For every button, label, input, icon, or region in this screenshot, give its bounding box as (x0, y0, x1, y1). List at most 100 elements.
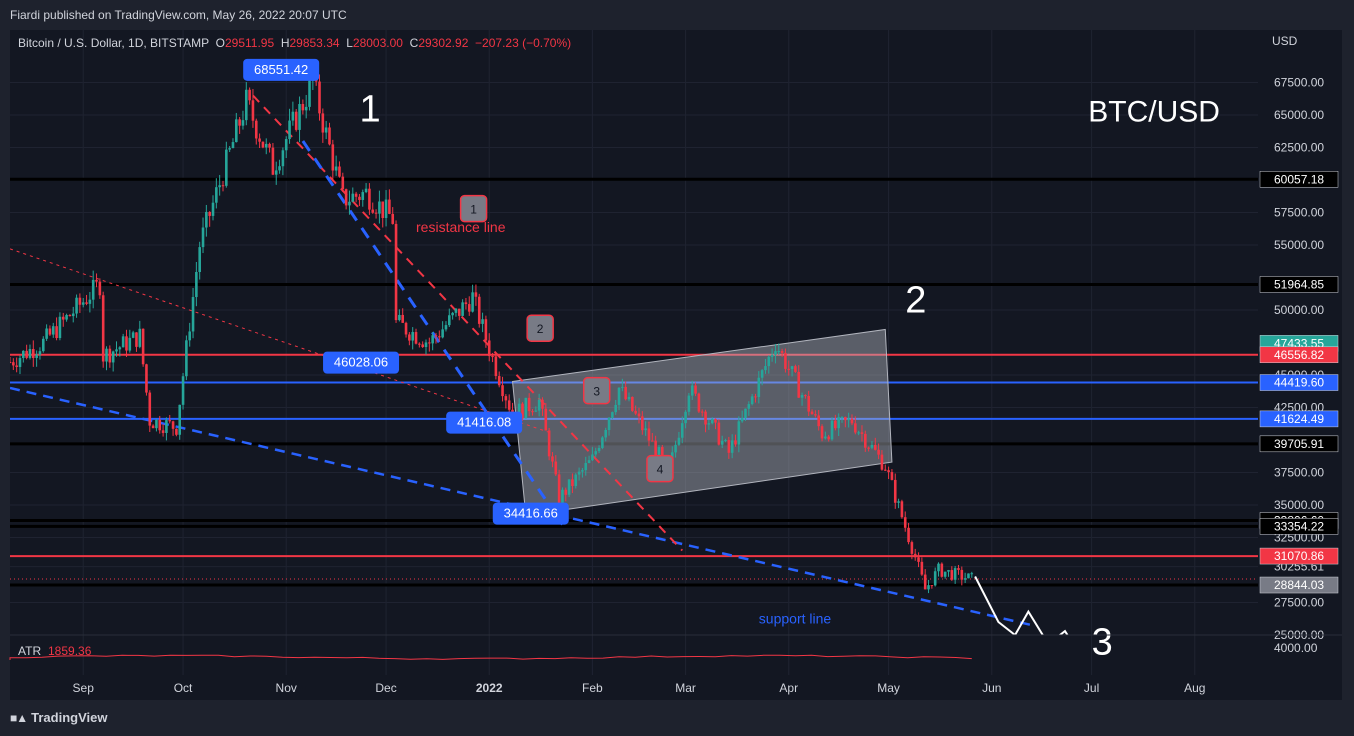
touch-marker-box (526, 314, 554, 342)
level-label: 28844.03 (1274, 578, 1324, 592)
wave-1-label: 1 (359, 89, 380, 131)
candle-body (883, 469, 887, 471)
candle-body (554, 461, 558, 475)
x-tick-label: Mar (675, 681, 696, 695)
candle-body (41, 338, 45, 352)
candle-body (121, 336, 125, 348)
touch-marker-label: 4 (657, 463, 664, 477)
candle-body (481, 319, 484, 324)
candle-body (654, 440, 657, 458)
x-tick-label: 2022 (476, 681, 503, 695)
candle-body (887, 470, 890, 473)
candle-body (584, 462, 588, 471)
touch-marker-label: 3 (593, 385, 600, 399)
candle-body (231, 142, 235, 149)
x-tick-label: Dec (375, 681, 396, 695)
candle-body (880, 454, 884, 470)
candle-body (128, 337, 132, 351)
x-tick-label: Sep (73, 681, 95, 695)
candle-body (847, 418, 850, 421)
resistance-line-label: resistance line (416, 219, 506, 235)
candle-body (451, 312, 454, 316)
candle-body (45, 328, 48, 339)
candle-body (720, 440, 724, 445)
y-tick-label: 62500.00 (1274, 141, 1324, 155)
candle-body (244, 89, 248, 121)
candle-body (830, 420, 834, 440)
candle-body (235, 119, 238, 143)
candle-body (571, 479, 574, 486)
high-value: 29853.34 (289, 36, 340, 50)
candle-body (384, 199, 388, 218)
candle-body (434, 335, 438, 337)
candle-body (101, 295, 105, 362)
candle-body (438, 336, 441, 338)
level-label: 60057.18 (1274, 172, 1324, 186)
low-value: 28003.00 (352, 36, 403, 50)
candle-body (957, 568, 960, 570)
candle-body (421, 344, 424, 348)
candle-body (637, 413, 641, 417)
candle-body (361, 192, 365, 200)
candle-body (717, 422, 721, 445)
candle-body (764, 366, 767, 371)
y-tick-label: 27500.00 (1274, 596, 1324, 610)
candle-body (697, 393, 701, 412)
candle-body (51, 326, 55, 335)
atr-scale-label: 4000.00 (1274, 641, 1318, 655)
touch-marker-label: 2 (537, 322, 544, 336)
candle-body (378, 201, 381, 214)
price-callout-box (323, 351, 400, 374)
candle-body (467, 304, 471, 312)
candle-body (747, 404, 751, 409)
candle-body (71, 313, 75, 317)
level-badge (1259, 547, 1339, 565)
candle-body (497, 376, 501, 386)
candle-body (867, 447, 870, 449)
candle-body (404, 322, 408, 335)
candle-body (394, 223, 398, 321)
candle-body (767, 356, 771, 367)
candle-body (414, 332, 418, 344)
candle-body (644, 428, 647, 431)
candle-body (521, 403, 524, 419)
x-tick-label: Jun (982, 681, 1001, 695)
candle-body (684, 411, 687, 424)
candle-body (641, 416, 644, 431)
candle-body (111, 351, 115, 363)
candle-body (351, 193, 355, 202)
candle-body (334, 166, 338, 171)
candle-body (328, 127, 331, 145)
candle-body (577, 471, 581, 475)
footer-brand[interactable]: ■▲ TradingView (10, 710, 107, 725)
candle-body (660, 447, 664, 457)
change-value: −207.23 (−0.70%) (475, 36, 572, 50)
candle-body (398, 314, 401, 321)
candle-body (517, 403, 521, 420)
candle-body (943, 571, 947, 577)
candle-body (308, 80, 311, 107)
candle-body (817, 415, 821, 427)
candle-body (294, 111, 298, 130)
candle-body (787, 368, 791, 370)
candle-body (774, 351, 777, 355)
x-tick-label: Feb (582, 681, 603, 695)
candle-body (923, 574, 927, 590)
candle-body (168, 420, 172, 422)
candle-body (724, 440, 727, 442)
candle-body (188, 331, 192, 341)
consolidation-channel (511, 328, 893, 516)
candle-body (428, 342, 431, 344)
candle-body (48, 328, 52, 335)
candle-body (494, 356, 498, 377)
candle-body (624, 386, 627, 400)
candle-body (431, 335, 434, 344)
candle-body (98, 281, 102, 296)
chart-area[interactable] (10, 30, 1342, 700)
candle-body (730, 440, 734, 453)
candle-body (175, 428, 178, 435)
candle-body (564, 489, 568, 495)
brand-name: TradingView (31, 710, 108, 725)
candle-body (917, 557, 920, 562)
